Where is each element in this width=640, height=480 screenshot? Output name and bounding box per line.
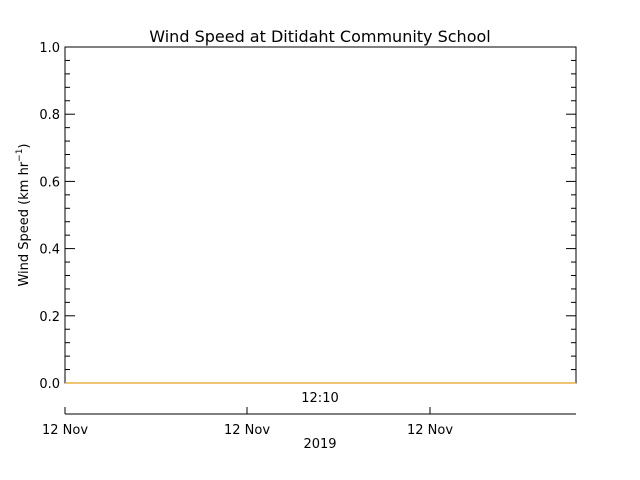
date-tick-label: 12 Nov — [224, 423, 270, 438]
y-tick-label: 0.0 — [39, 377, 60, 392]
chart-title: Wind Speed at Ditidaht Community School — [149, 27, 490, 46]
y-axis-label: Wind Speed (km hr−1) — [15, 143, 32, 286]
date-tick-label: 12 Nov — [42, 423, 88, 438]
y-tick-label: 0.2 — [39, 310, 60, 325]
year-label: 2019 — [303, 437, 336, 452]
plot-frame — [64, 46, 577, 384]
y-axis-label-superscript: −1 — [15, 149, 25, 162]
y-tick-label: 0.4 — [39, 243, 60, 258]
y-tick-label: 0.6 — [39, 175, 60, 190]
y-tick-label: 1.0 — [39, 41, 60, 56]
y-axis-label-close: ) — [17, 143, 32, 148]
y-axis: 0.0 0.2 0.4 0.6 0.8 1.0 — [39, 41, 576, 392]
date-axis: 12 Nov 12 Nov 12 Nov 2019 — [42, 407, 576, 452]
y-tick-label: 0.8 — [39, 108, 60, 123]
time-label: 12:10 — [301, 391, 338, 406]
date-tick-label: 12 Nov — [407, 423, 453, 438]
y-axis-label-main: Wind Speed (km hr — [17, 161, 32, 286]
